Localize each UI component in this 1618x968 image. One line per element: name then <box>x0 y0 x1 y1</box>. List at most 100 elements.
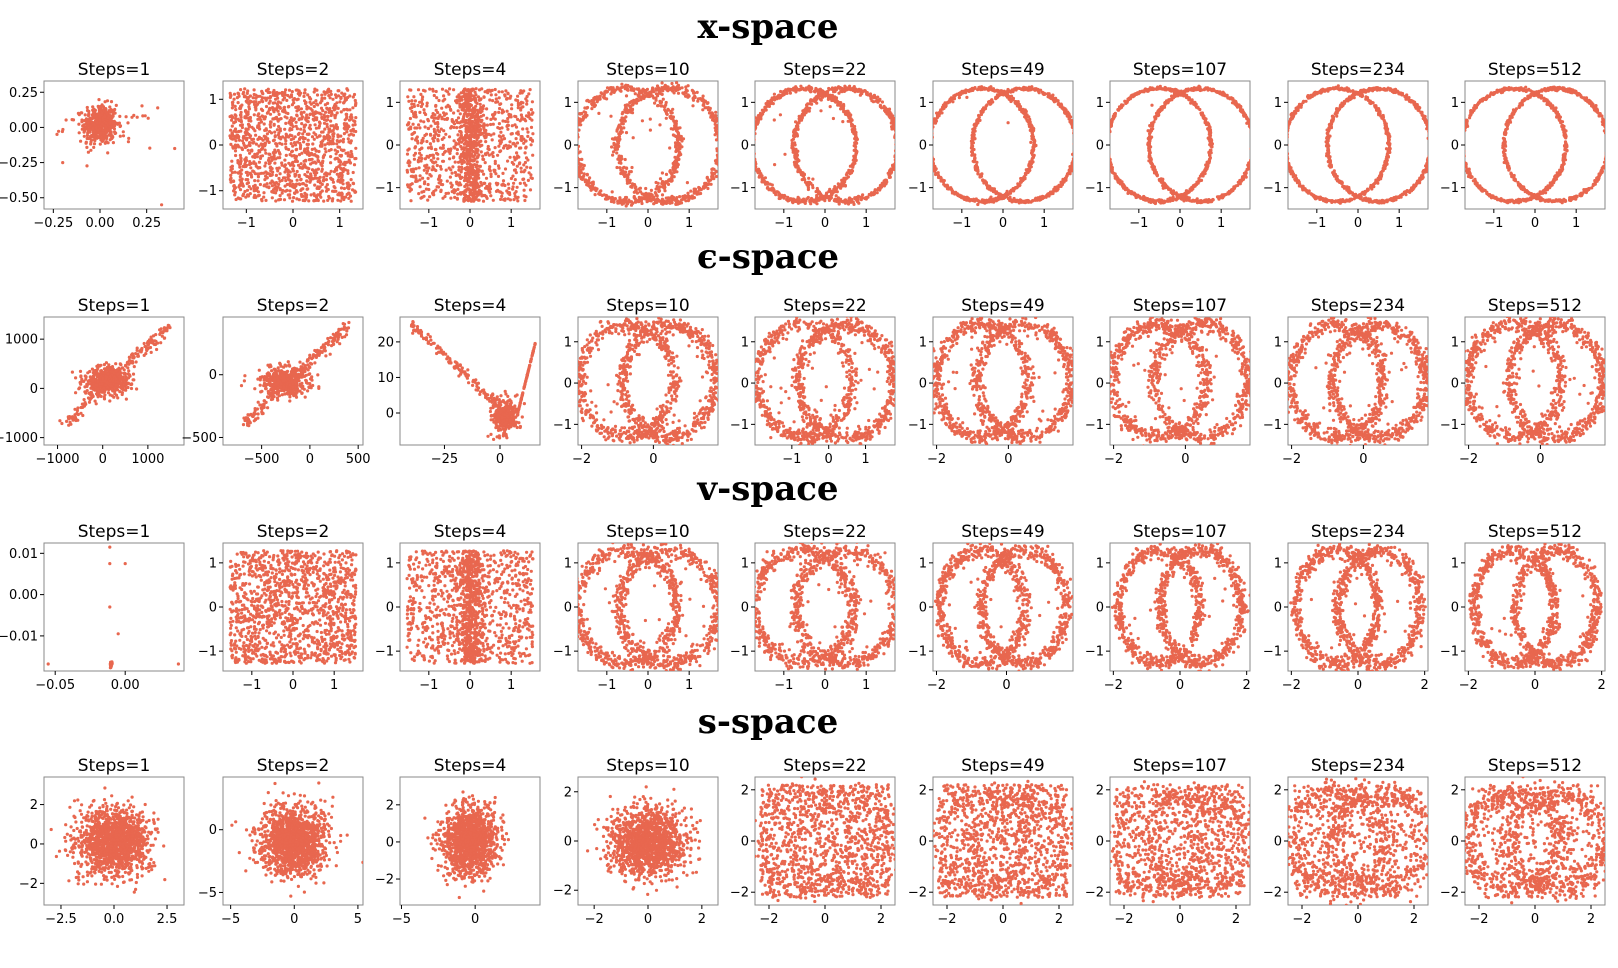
scatter-point <box>299 143 303 147</box>
scatter-point <box>574 134 577 137</box>
scatter-point <box>453 195 457 199</box>
scatter-point <box>288 189 292 193</box>
scatter-point <box>265 182 269 186</box>
scatter-point <box>320 169 324 173</box>
scatter-point <box>294 124 298 128</box>
scatter-point <box>499 130 503 134</box>
scatter-point <box>277 176 281 181</box>
scatter-point <box>437 98 441 103</box>
scatter-point <box>513 191 517 196</box>
scatter-point <box>322 118 327 122</box>
plot-frame <box>43 80 185 210</box>
scatter-point <box>616 157 620 161</box>
scatter-point <box>486 151 490 155</box>
scatter-point <box>441 159 446 163</box>
scatter-point <box>750 132 753 135</box>
scatter-point <box>633 200 637 204</box>
scatter-point <box>716 127 718 131</box>
scatter-point <box>248 151 252 155</box>
scatter-point <box>304 123 308 127</box>
scatter-point <box>108 122 112 126</box>
scatter-point <box>237 119 242 123</box>
scatter-point <box>448 175 452 179</box>
scatter-point <box>452 188 456 192</box>
scatter-point <box>522 141 526 145</box>
scatter-point <box>89 138 94 142</box>
scatter-point <box>346 137 350 141</box>
scatter-point <box>469 147 473 151</box>
scatter-point <box>436 116 440 121</box>
scatter-point <box>686 199 691 203</box>
scatter-point <box>294 120 298 124</box>
scatter-point <box>669 200 674 204</box>
scatter-point <box>721 150 724 153</box>
scatter-point <box>497 144 501 148</box>
scatter-point <box>254 133 258 137</box>
scatter-point <box>283 184 287 188</box>
scatter-point <box>469 192 473 196</box>
scatter-point <box>236 136 241 140</box>
scatter-point <box>480 118 484 122</box>
scatter-point <box>720 142 723 145</box>
scatter-point <box>623 157 627 162</box>
scatter-point <box>488 165 492 169</box>
scatter-point <box>239 161 243 165</box>
scatter-point <box>476 95 481 99</box>
scatter-point <box>621 110 625 114</box>
scatter-point <box>347 153 351 157</box>
scatter-point <box>229 180 233 184</box>
scatter-point <box>444 112 448 116</box>
scatter-point <box>288 193 292 197</box>
scatter-point <box>100 122 104 126</box>
scatter-point <box>464 100 468 104</box>
scatter-point <box>497 166 501 170</box>
scatter-point <box>85 164 89 168</box>
scatter-point <box>624 166 629 170</box>
scatter-point <box>345 87 349 91</box>
scatter-point <box>530 100 535 104</box>
scatter-point <box>459 131 463 135</box>
scatter-point <box>615 165 619 170</box>
scatter-point <box>229 173 233 177</box>
scatter-point <box>407 99 411 103</box>
scatter-point <box>413 99 417 103</box>
scatter-point <box>584 179 588 184</box>
scatter-point <box>284 121 288 125</box>
scatter-point <box>296 132 300 136</box>
scatter-point <box>238 123 243 127</box>
scatter-point <box>476 176 480 180</box>
scatter-point <box>111 114 115 118</box>
scatter-point <box>666 196 670 200</box>
scatter-point <box>619 125 623 129</box>
scatter-point <box>691 104 695 108</box>
scatter-point <box>233 193 237 197</box>
scatter-point <box>686 191 690 195</box>
scatter-point <box>232 179 236 183</box>
x-tick-label: −1 <box>419 216 438 231</box>
scatter-point <box>519 137 523 142</box>
scatter-point <box>79 139 83 143</box>
scatter-point <box>320 182 324 186</box>
scatter-point <box>272 154 276 158</box>
scatter-point <box>240 146 244 150</box>
scatter-point <box>573 134 576 137</box>
scatter-point <box>662 186 667 190</box>
scatter-point <box>468 98 472 102</box>
scatter-point <box>679 134 683 139</box>
scatter-point <box>620 82 624 86</box>
scatter-point <box>691 196 695 200</box>
scatter-point <box>315 93 320 97</box>
scatter-point <box>274 142 278 146</box>
scatter-point <box>462 179 467 183</box>
scatter-point <box>330 112 334 116</box>
scatter-point <box>92 142 97 146</box>
scatter-point <box>428 142 432 146</box>
scatter-point <box>512 198 516 202</box>
scatter-point <box>522 163 526 167</box>
scatter-point <box>338 100 342 104</box>
scatter-point <box>242 165 246 169</box>
scatter-point <box>281 135 285 139</box>
scatter-point <box>346 95 350 100</box>
scatter-point <box>664 109 668 113</box>
scatter-point <box>598 97 602 101</box>
